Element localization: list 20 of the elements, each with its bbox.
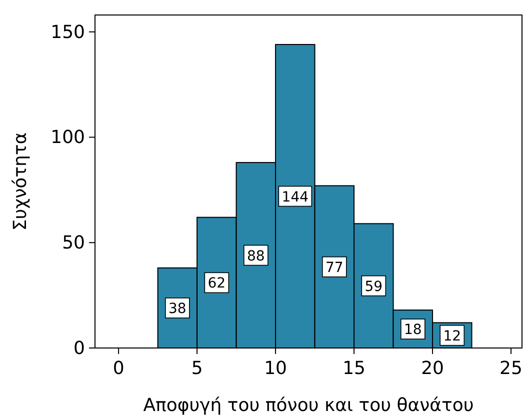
- x-tick-label: 0: [112, 358, 124, 379]
- data-label: 77: [325, 260, 344, 276]
- x-tick-label: 5: [191, 358, 203, 379]
- data-label: 88: [246, 248, 265, 264]
- x-tick-label: 15: [342, 358, 366, 379]
- y-tick-label: 0: [74, 338, 85, 359]
- x-tick-label: 10: [264, 358, 287, 379]
- x-tick-label: 25: [500, 358, 522, 379]
- x-axis-title: Αποφυγή του πόνου και του θανάτου: [143, 395, 474, 416]
- data-label: 18: [404, 322, 422, 338]
- y-tick-label: 150: [50, 22, 85, 43]
- data-label: 38: [168, 300, 186, 317]
- y-axis-title: Συχνότητα: [10, 132, 31, 231]
- y-tick-label: 50: [62, 232, 85, 254]
- data-label: 59: [364, 278, 383, 295]
- y-tick-label: 100: [50, 127, 85, 148]
- data-label: 62: [208, 276, 226, 292]
- data-label: 144: [282, 189, 309, 206]
- data-label: 12: [443, 328, 462, 344]
- x-tick-label: 20: [421, 358, 444, 379]
